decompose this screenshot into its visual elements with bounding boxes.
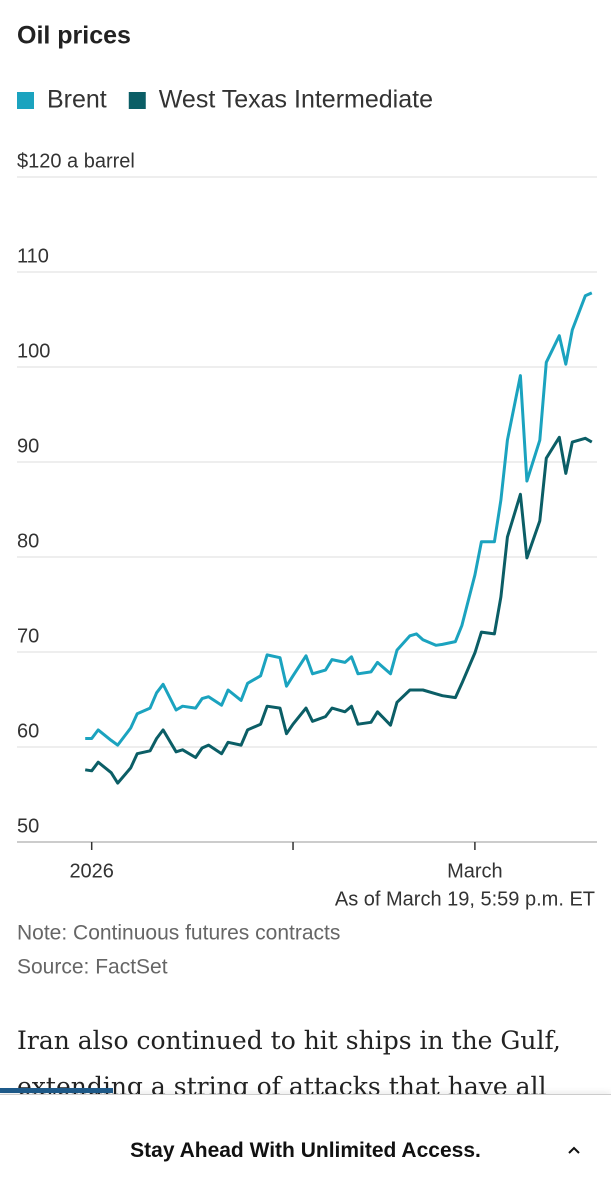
y-tick-label: 110	[17, 245, 49, 267]
note: Note: Continuous futures contracts	[17, 922, 340, 945]
y-tick-label: 50	[17, 815, 39, 837]
y-tick-label: 100	[17, 340, 50, 362]
x-tick-label: 2026	[69, 860, 114, 882]
legend-label: Brent	[47, 86, 107, 114]
y-tick-label: 80	[17, 530, 39, 552]
progress-bar	[0, 1088, 113, 1093]
subscribe-banner[interactable]: Stay Ahead With Unlimited Access.	[0, 1094, 611, 1200]
source: Source: FactSet	[17, 956, 168, 979]
banner-text[interactable]: Stay Ahead With Unlimited Access.	[130, 1139, 481, 1162]
x-tick-label: March	[447, 860, 503, 882]
series-line	[85, 291, 593, 747]
y-tick-label: 90	[17, 435, 39, 457]
legend-label: West Texas Intermediate	[159, 86, 433, 114]
chart: Oil prices As of March 19, 5:59 p.m. ET …	[17, 22, 597, 979]
legend-swatch	[128, 92, 146, 109]
legend-swatch	[17, 92, 34, 109]
chevron-icon[interactable]	[567, 1145, 581, 1155]
series-line	[84, 435, 593, 785]
y-tick-label: $120 a barrel	[17, 150, 135, 172]
y-tick-label: 60	[17, 720, 39, 742]
annotation: As of March 19, 5:59 p.m. ET	[335, 888, 595, 910]
y-tick-label: 70	[17, 625, 39, 647]
chart-title: Oil prices	[17, 22, 131, 50]
